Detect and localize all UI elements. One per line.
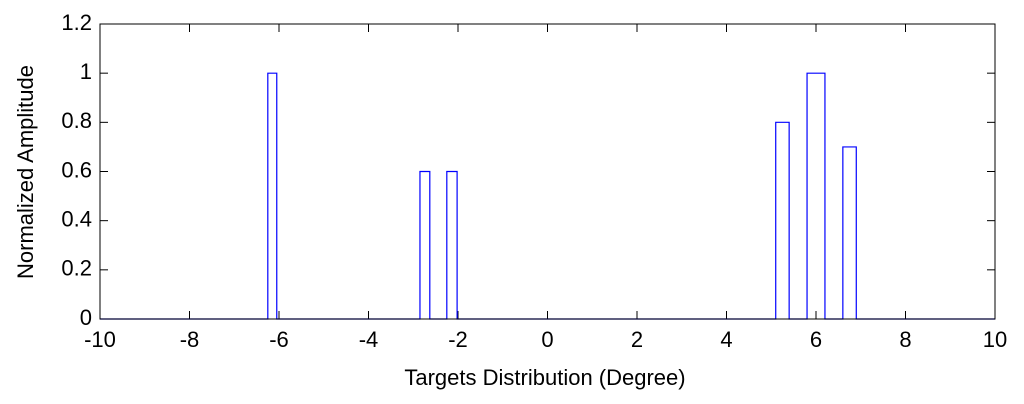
x-tick-label: -2 [448, 327, 468, 352]
y-tick-label: 1.2 [61, 10, 92, 35]
x-tick-label: -6 [269, 327, 289, 352]
x-tick-label: 4 [720, 327, 732, 352]
x-tick-label: 6 [810, 327, 822, 352]
x-axis-label: Targets Distribution (Degree) [404, 365, 685, 390]
y-tick-label: 0.8 [61, 108, 92, 133]
y-tick-label: 0.4 [61, 206, 92, 231]
x-tick-label: -4 [359, 327, 379, 352]
y-tick-label: 1 [80, 59, 92, 84]
x-tick-label: -8 [180, 327, 200, 352]
x-tick-label: 0 [541, 327, 553, 352]
y-axis-label: Normalized Amplitude [13, 65, 38, 279]
x-tick-label: 8 [899, 327, 911, 352]
x-tick-label: -10 [84, 327, 116, 352]
y-tick-label: 0.2 [61, 256, 92, 281]
data-line [100, 72, 995, 320]
y-tick-label: 0 [80, 305, 92, 330]
x-tick-label: 2 [631, 327, 643, 352]
y-tick-label: 0.6 [61, 157, 92, 182]
x-tick-label: 10 [983, 327, 1007, 352]
plot-frame [99, 23, 996, 320]
